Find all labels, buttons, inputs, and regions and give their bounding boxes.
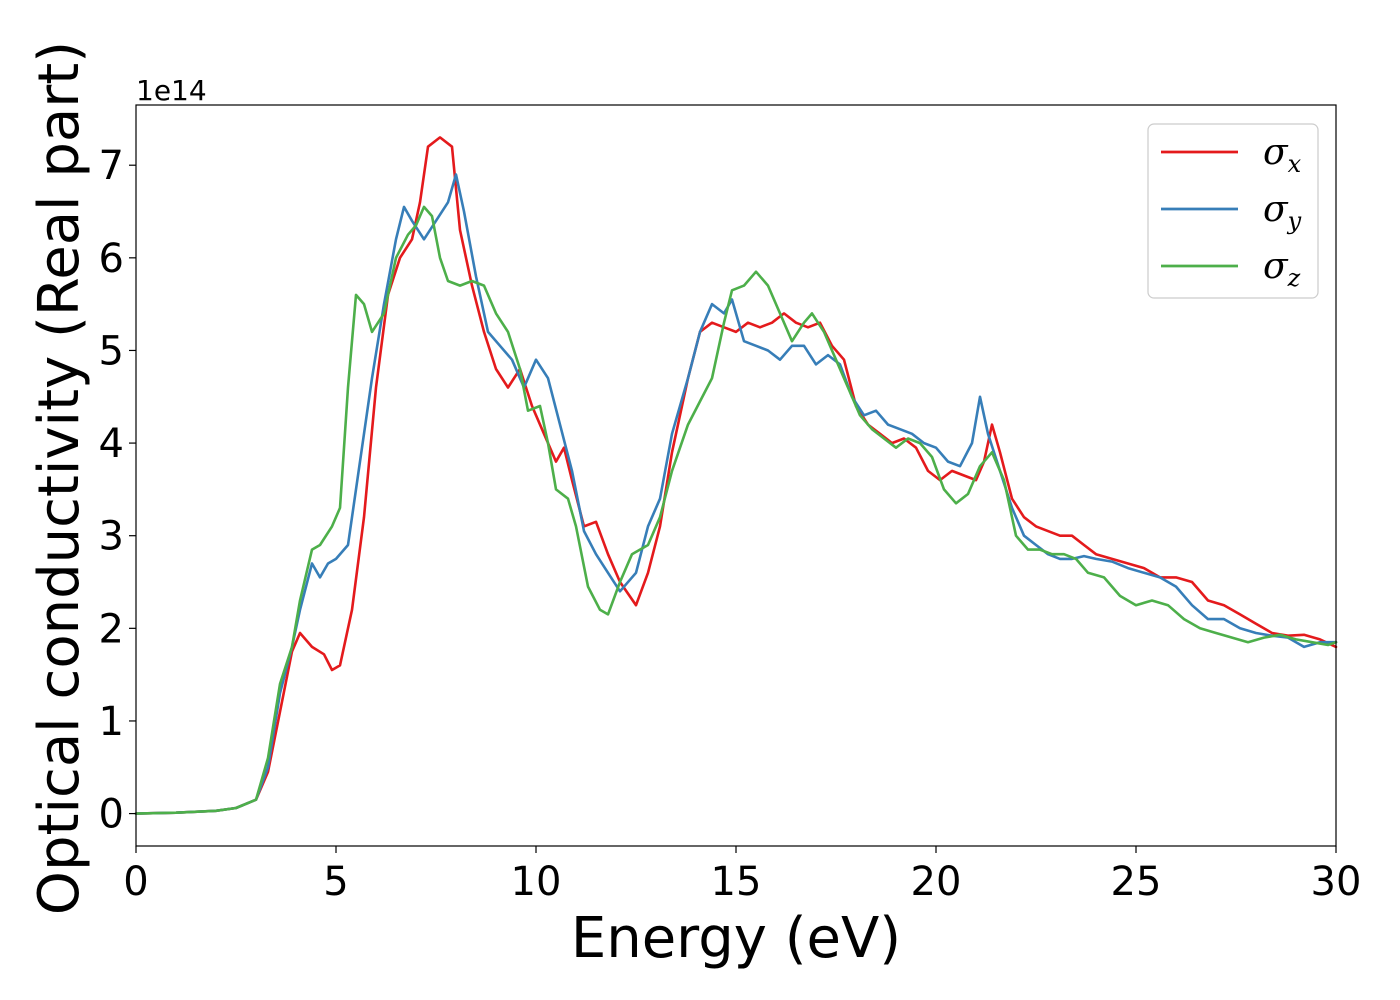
legend-label-z: σz bbox=[1263, 246, 1301, 292]
series-layer bbox=[134, 136, 1338, 815]
y-offset-label: 1e14 bbox=[136, 74, 207, 107]
y-axis-title: Optical conductivity (Real part) bbox=[27, 41, 92, 915]
x-tick-label: 20 bbox=[911, 859, 962, 905]
series-line-y bbox=[134, 173, 1338, 815]
y-tick-label: 2 bbox=[99, 606, 124, 652]
x-axis-title: Energy (eV) bbox=[571, 906, 901, 971]
legend-label-x: σx bbox=[1263, 132, 1302, 178]
y-tick-label: 7 bbox=[99, 143, 124, 189]
x-tick-label: 0 bbox=[123, 859, 148, 905]
x-tick-label: 30 bbox=[1311, 859, 1362, 905]
legend: σx σy σz bbox=[1147, 123, 1319, 299]
x-tick-label: 15 bbox=[711, 859, 762, 905]
x-tick-label: 5 bbox=[323, 859, 348, 905]
x-tick-label: 10 bbox=[511, 859, 562, 905]
y-axis-ticks: 0 1 2 3 4 5 6 7 bbox=[99, 143, 136, 838]
x-tick-label: 25 bbox=[1111, 859, 1162, 905]
series-line-x bbox=[134, 136, 1338, 815]
y-tick-label: 6 bbox=[99, 236, 124, 282]
series-line-z bbox=[134, 205, 1338, 815]
y-tick-label: 3 bbox=[99, 514, 124, 560]
y-tick-label: 4 bbox=[99, 421, 124, 467]
x-axis-ticks: 0 5 10 15 20 25 30 bbox=[123, 846, 1361, 905]
y-tick-label: 1 bbox=[99, 699, 124, 745]
y-tick-label: 0 bbox=[99, 792, 124, 838]
legend-label-y: σy bbox=[1263, 189, 1302, 235]
legend-box bbox=[1147, 123, 1319, 299]
y-tick-label: 5 bbox=[99, 328, 124, 374]
